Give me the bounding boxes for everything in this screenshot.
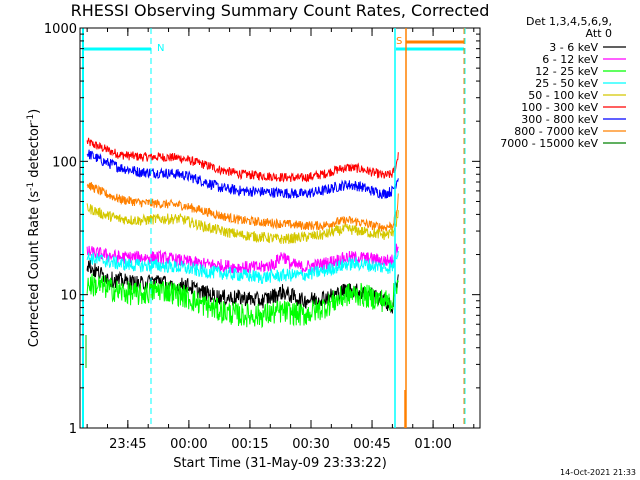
x-tick-label: 00:15 bbox=[231, 437, 268, 452]
y-tick-label: 1000 bbox=[44, 22, 77, 37]
y-axis-label-part: ) bbox=[27, 109, 42, 114]
x-axis: 23:45 00:00 00:15 00:30 00:45 01:00 bbox=[86, 28, 475, 452]
legend-label: 25 - 50 keV bbox=[535, 77, 598, 90]
legend-label: 300 - 800 keV bbox=[521, 113, 598, 126]
legend-label: 3 - 6 keV bbox=[549, 41, 598, 54]
x-tick-label: 00:30 bbox=[292, 437, 329, 452]
saa-label: S bbox=[396, 36, 402, 47]
series-line bbox=[86, 182, 399, 232]
legend-label: 100 - 300 keV bbox=[521, 101, 598, 114]
curves-layer bbox=[86, 137, 399, 329]
chart-title: RHESSI Observing Summary Count Rates, Co… bbox=[71, 1, 490, 20]
legend-label: 50 - 100 keV bbox=[528, 89, 598, 102]
series-line bbox=[86, 243, 399, 275]
legend-label: 800 - 7000 keV bbox=[514, 125, 598, 138]
legend-label: 6 - 12 keV bbox=[542, 53, 598, 66]
y-axis-label-part: Corrected Count Rate (s bbox=[27, 191, 42, 348]
y-axis: 1 10 100 1000 bbox=[44, 22, 480, 437]
x-tick-label: 23:45 bbox=[109, 437, 146, 452]
y-axis-label: Corrected Count Rate (s-1 detector-1) bbox=[26, 109, 42, 347]
x-tick-label: 00:00 bbox=[170, 437, 207, 452]
x-tick-label: 01:00 bbox=[414, 437, 451, 452]
x-tick-label: 00:45 bbox=[353, 437, 390, 452]
series-line bbox=[86, 137, 399, 183]
series-line bbox=[86, 203, 399, 245]
y-tick-label: 1 bbox=[69, 422, 77, 437]
x-axis-label: Start Time (31-May-09 23:33:22) bbox=[173, 456, 387, 471]
y-axis-label-part: detector bbox=[27, 122, 42, 182]
series-line bbox=[86, 149, 399, 200]
legend-header-1: Det 1,3,4,5,6,9, bbox=[526, 15, 612, 28]
y-axis-label-sup: -1 bbox=[26, 114, 36, 123]
generation-date: 14-Oct-2021 21:33 bbox=[560, 468, 636, 477]
y-tick-label: 100 bbox=[52, 155, 77, 170]
legend-header-2: Att 0 bbox=[586, 27, 612, 40]
markers-layer: N S bbox=[82, 28, 466, 428]
legend-label: 12 - 25 keV bbox=[535, 65, 598, 78]
series-line bbox=[86, 273, 399, 329]
y-axis-label-sup: -1 bbox=[26, 182, 36, 191]
plot-frame bbox=[79, 27, 481, 429]
night-label: N bbox=[157, 43, 164, 54]
legend-label: 7000 - 15000 keV bbox=[500, 137, 598, 150]
y-tick-label: 10 bbox=[60, 289, 77, 304]
series-line bbox=[86, 250, 399, 284]
